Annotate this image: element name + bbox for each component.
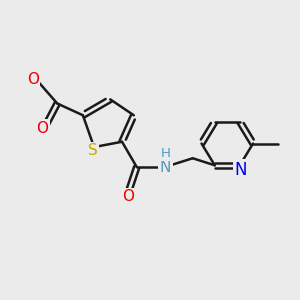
Text: H: H <box>162 154 172 168</box>
Text: N: N <box>159 160 170 175</box>
Text: O: O <box>37 121 49 136</box>
Text: O: O <box>122 189 134 204</box>
Text: N: N <box>234 161 247 179</box>
Text: H: H <box>160 147 170 160</box>
Text: O: O <box>27 72 39 87</box>
Text: S: S <box>88 143 98 158</box>
